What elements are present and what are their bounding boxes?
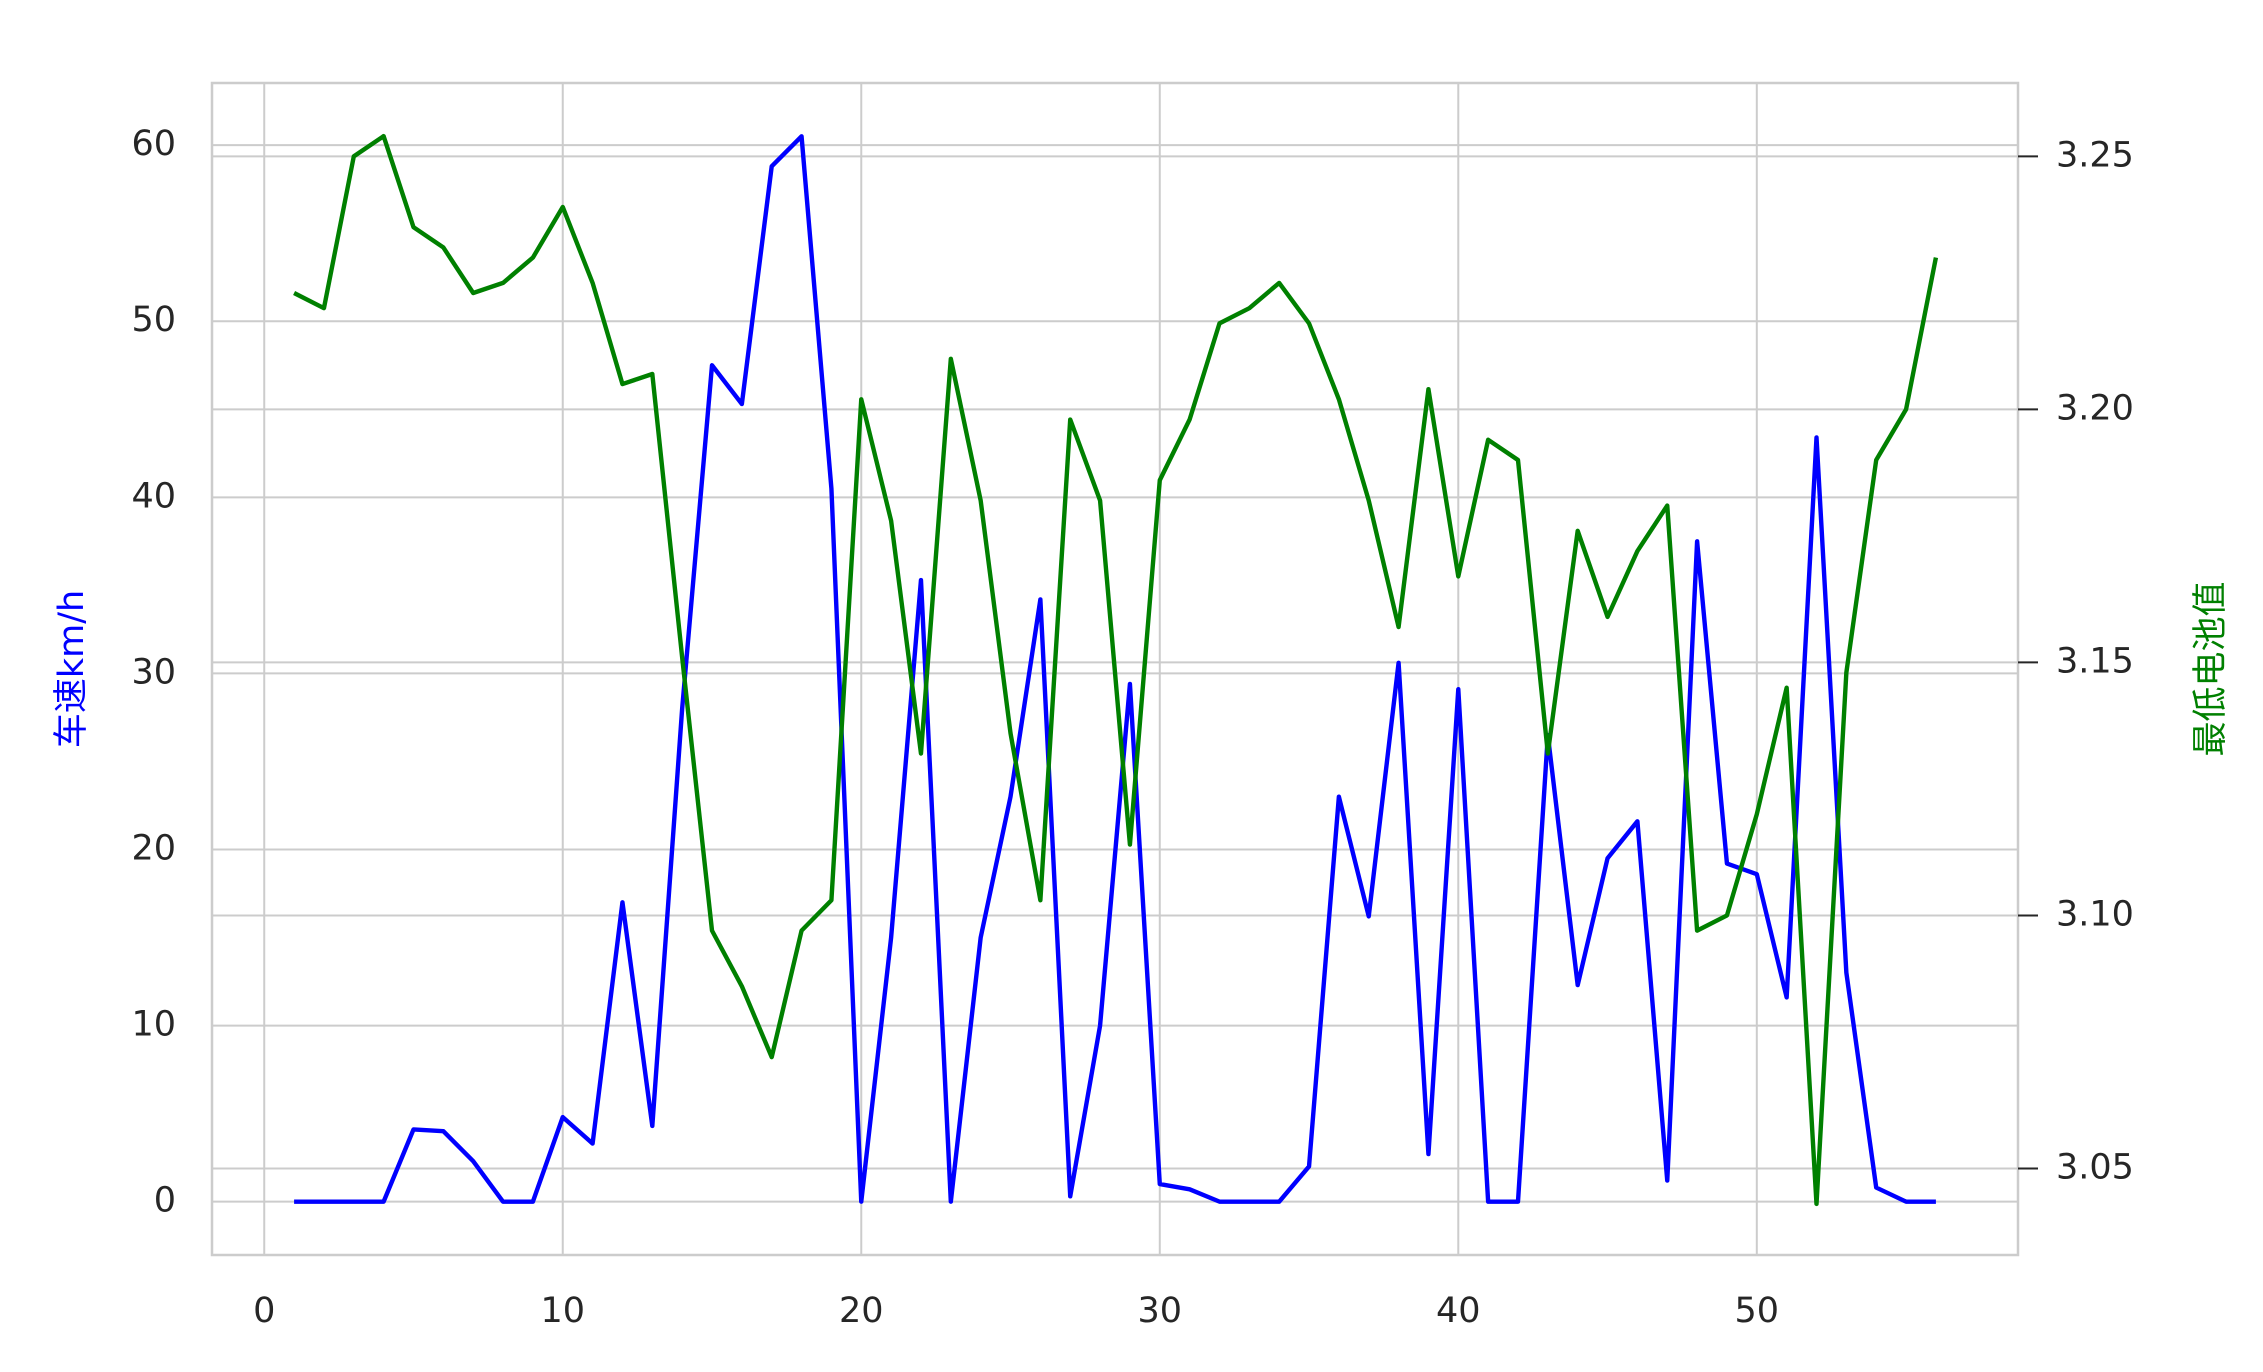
y-tick-label: 0	[154, 1181, 176, 1221]
x-tick-label: 0	[253, 1291, 275, 1331]
x-tick-label: 30	[1138, 1291, 1183, 1331]
y-tick-label: 30	[131, 652, 176, 692]
y-tick-label: 20	[131, 828, 176, 868]
y-tick-label: 10	[131, 1005, 176, 1045]
y2-axis-label: 最低电池值	[2191, 581, 2231, 756]
y-tick-label: 50	[131, 300, 176, 340]
data-line	[293, 133, 1939, 1207]
y2-tick-label: 3.05	[2056, 1147, 2134, 1187]
y2-tick-label: 3.10	[2056, 894, 2134, 934]
x-tick-label: 10	[540, 1291, 585, 1331]
y2-tick-label: 3.25	[2056, 135, 2134, 175]
y-tick-label: 60	[131, 124, 176, 164]
y-tick-label: 40	[131, 476, 176, 516]
x-tick-label: 50	[1735, 1291, 1780, 1331]
data-line	[294, 134, 1936, 1204]
y2-tick-label: 3.20	[2056, 388, 2134, 428]
y2-tick-label: 3.15	[2056, 641, 2134, 681]
y-axis-label: 车速km/h	[52, 590, 92, 748]
x-tick-label: 20	[839, 1291, 884, 1331]
x-tick-label: 40	[1436, 1291, 1481, 1331]
